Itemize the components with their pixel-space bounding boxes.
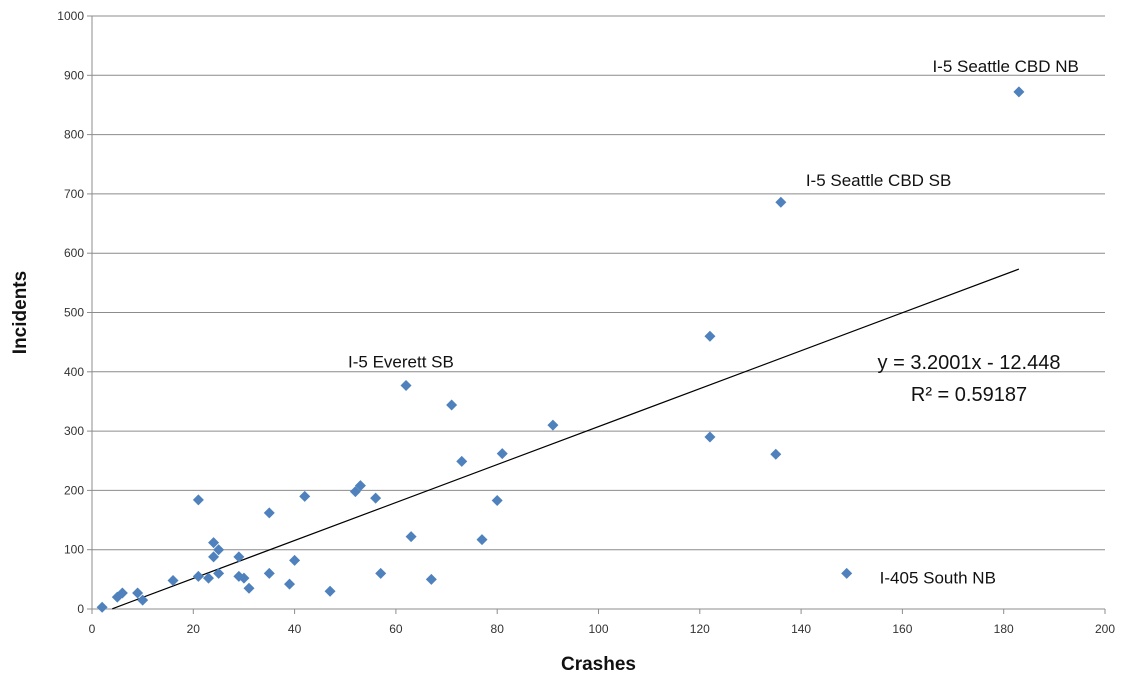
data-point (1013, 86, 1025, 98)
data-point (400, 379, 412, 391)
data-point (213, 544, 225, 556)
data-point (547, 419, 559, 431)
data-point (192, 494, 204, 506)
data-point (213, 567, 225, 579)
data-point (841, 567, 853, 579)
y-tick-label: 500 (64, 306, 84, 320)
data-point (704, 330, 716, 342)
axes (87, 15, 1106, 614)
data-point (167, 575, 179, 587)
data-point (476, 534, 488, 546)
x-tick-label: 0 (89, 622, 96, 636)
data-point (289, 554, 301, 566)
x-tick-label: 120 (690, 622, 710, 636)
data-point (208, 551, 220, 563)
data-point (263, 567, 275, 579)
y-tick-label: 1000 (57, 9, 84, 23)
y-tick-label: 400 (64, 365, 84, 379)
data-point (132, 587, 144, 599)
x-tick-label: 200 (1095, 622, 1115, 636)
point-annotation: I-5 Seattle CBD NB (932, 57, 1078, 76)
y-tick-label: 0 (77, 602, 84, 616)
data-point (496, 448, 508, 460)
y-tick-label: 300 (64, 424, 84, 438)
x-tick-label: 160 (892, 622, 912, 636)
y-tick-label: 700 (64, 187, 84, 201)
y-tick-label: 800 (64, 128, 84, 142)
data-point (96, 601, 108, 613)
data-points (96, 86, 1025, 613)
y-axis-title: Incidents (10, 271, 31, 354)
y-tick-label: 900 (64, 68, 84, 82)
data-point (375, 567, 387, 579)
data-point (456, 455, 468, 467)
trendline (112, 268, 1020, 610)
y-tick-labels: 0 100 200 300 400 500 600 700 800 900 1000 (57, 9, 84, 616)
data-point (137, 594, 149, 606)
data-point (770, 448, 782, 460)
x-tick-label: 20 (187, 622, 201, 636)
point-annotation: I-5 Seattle CBD SB (806, 171, 952, 190)
data-point (243, 582, 255, 594)
x-tick-label: 60 (389, 622, 403, 636)
x-tick-label: 40 (288, 622, 302, 636)
y-tick-label: 100 (64, 543, 84, 557)
y-tick-label: 600 (64, 246, 84, 260)
data-point (370, 492, 382, 504)
x-tick-label: 80 (491, 622, 505, 636)
y-tick-label: 200 (64, 483, 84, 497)
data-point (192, 570, 204, 582)
gridlines (92, 15, 1105, 551)
data-point (425, 573, 437, 585)
x-tick-label: 100 (588, 622, 608, 636)
data-point (238, 572, 250, 584)
trendline-group (112, 268, 1020, 610)
x-tick-labels: 0 20 40 60 80 100 120 140 160 180 200 (89, 622, 1116, 636)
data-point (116, 587, 128, 599)
x-axis-title: Crashes (561, 654, 636, 675)
data-point (233, 551, 245, 563)
point-annotation: I-5 Everett SB (348, 352, 454, 371)
trendline-equation: y = 3.2001x - 12.448 (878, 352, 1061, 374)
data-point (324, 585, 336, 597)
data-point (299, 490, 311, 502)
point-annotations: I-5 Seattle CBD NB I-5 Seattle CBD SB I-5 … (348, 57, 1079, 588)
data-point (284, 578, 296, 590)
data-point (208, 537, 220, 549)
data-point (704, 431, 716, 443)
data-point (263, 507, 275, 519)
data-point (446, 399, 458, 411)
x-tick-label: 180 (994, 622, 1014, 636)
data-point (491, 494, 503, 506)
data-point (405, 531, 417, 543)
data-point (202, 572, 214, 584)
data-point (775, 196, 787, 208)
point-annotation: I-405 South NB (880, 568, 996, 587)
r-squared-label: R² = 0.59187 (911, 384, 1027, 406)
x-tick-label: 140 (791, 622, 811, 636)
data-point (354, 480, 366, 492)
